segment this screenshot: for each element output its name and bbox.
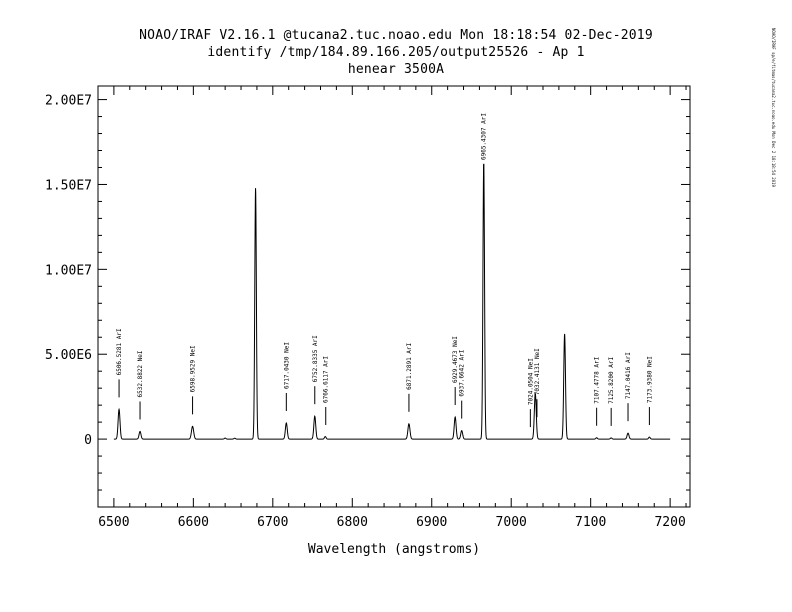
y-tick-label: 5.00E6 xyxy=(45,348,92,363)
line-id-label: 7125.8200 ArI xyxy=(608,357,615,404)
line-id-label: 6598.9529 NeI xyxy=(190,345,197,392)
x-tick-label: 6800 xyxy=(337,515,368,530)
x-tick-label: 7100 xyxy=(575,515,606,530)
line-id-label: 6929.4673 NeI xyxy=(452,336,459,383)
line-id-label: 6506.5281 ArI xyxy=(116,328,123,375)
line-id-label: 6937.6642 ArI xyxy=(459,349,466,396)
line-id-label: 6871.2891 ArI xyxy=(406,342,413,389)
x-axis-label: Wavelength (angstroms) xyxy=(308,542,480,557)
line-id-label: 7024.0504 NeI xyxy=(527,358,534,405)
line-id-label: 6766.6117 ArI xyxy=(323,356,330,403)
line-id-label: 7107.4778 ArI xyxy=(594,356,601,403)
side-annotation: NOAO/IRAF sp/e/fitmas/tucana2.tuc.noao.e… xyxy=(771,28,776,187)
plot-frame xyxy=(97,85,691,508)
x-tick-label: 6700 xyxy=(257,515,288,530)
y-tick-label: 0 xyxy=(84,433,92,448)
y-tick-label: 1.50E7 xyxy=(45,178,92,193)
plot-header-line-1: NOAO/IRAF V2.16.1 @tucana2.tuc.noao.edu … xyxy=(139,28,653,43)
line-id-label: 7147.0416 ArI xyxy=(625,352,632,399)
x-tick-label: 7000 xyxy=(496,515,527,530)
x-tick-label: 7200 xyxy=(654,515,685,530)
x-tick-label: 6500 xyxy=(98,515,129,530)
spectrum-line xyxy=(113,163,671,440)
line-id-label: 6717.0430 NeI xyxy=(283,342,290,389)
plot-header-line-2: identify /tmp/184.89.166.205/output25526… xyxy=(207,45,585,60)
y-tick-label: 1.00E7 xyxy=(45,263,92,278)
line-id-label: 6752.8335 ArI xyxy=(312,335,319,382)
line-id-label: 7173.9380 NeI xyxy=(646,356,653,403)
line-id-label: 7032.4131 NeI xyxy=(534,348,541,395)
y-tick-label: 2.00E7 xyxy=(45,94,92,109)
chart-title: henear 3500A xyxy=(347,62,445,77)
line-id-label: 6965.4307 ArI xyxy=(481,113,488,160)
line-id-label: 6532.8822 NeI xyxy=(137,350,144,397)
x-tick-label: 6900 xyxy=(416,515,447,530)
x-tick-label: 6600 xyxy=(178,515,209,530)
